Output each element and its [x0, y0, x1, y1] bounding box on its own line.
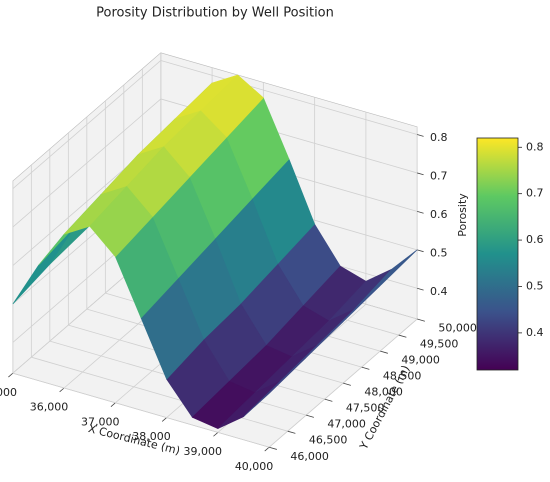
tick-mark — [269, 446, 277, 450]
colorbar-label: Porosity — [456, 193, 469, 237]
x-tick-label: 39,000 — [184, 445, 223, 458]
y-tick-label: 49,500 — [420, 338, 459, 351]
y-tick-label: 47,000 — [327, 418, 366, 431]
tick-mark — [417, 287, 424, 291]
tick-mark — [417, 318, 425, 322]
y-tick-label: 47,500 — [346, 402, 385, 415]
y-tick-label: 48,500 — [383, 370, 422, 383]
colorbar-tick-label: 0.7 — [526, 187, 544, 200]
tick-mark — [343, 382, 351, 386]
tick-mark — [398, 334, 407, 338]
tick-mark — [417, 210, 424, 214]
surface-patch — [243, 357, 307, 417]
x-tick-label: 36,000 — [30, 401, 69, 414]
tick-mark — [264, 446, 270, 452]
tick-mark — [287, 430, 296, 434]
chart-title: Porosity Distribution by Well Position — [96, 6, 334, 21]
colorbar: 0.4 0.5 0.6 0.7 0.8 Porosity — [456, 137, 544, 371]
tick-mark — [324, 398, 333, 402]
colorbar-tick-label: 0.8 — [526, 140, 544, 153]
x-tick-label: 37,000 — [81, 415, 120, 428]
tick-mark — [8, 372, 14, 378]
y-tick-label: 48,000 — [364, 386, 403, 399]
tick-mark — [213, 432, 219, 437]
z-tick-label: 0.5 — [430, 247, 448, 260]
tick-mark — [59, 387, 65, 393]
colorbar-tick-label: 0.5 — [526, 279, 544, 292]
grid-line — [160, 60, 418, 135]
tick-mark — [417, 249, 424, 253]
colorbar-tick-label: 0.4 — [526, 326, 544, 339]
colorbar-tick-label: 0.6 — [526, 233, 544, 246]
colorbar-gradient — [476, 137, 519, 371]
grid-line — [12, 98, 162, 228]
tick-mark — [110, 402, 116, 407]
grid-line — [12, 60, 162, 189]
z-tick-label: 0.4 — [430, 285, 448, 298]
y-tick-label: 46,500 — [309, 434, 348, 447]
tick-mark — [417, 172, 424, 176]
grid-line — [31, 356, 288, 432]
x-tick-label: 40,000 — [235, 460, 274, 473]
grid-line — [12, 372, 270, 448]
y-tick-label: 50,000 — [438, 322, 477, 335]
tick-mark — [380, 350, 388, 354]
z-tick-label: 0.7 — [430, 170, 448, 183]
tick-mark — [417, 134, 424, 137]
surface-patch — [89, 186, 153, 258]
y-tick-label: 46,000 — [290, 450, 329, 463]
x-tick-label: 38,000 — [132, 430, 171, 443]
z-tick-label: 0.8 — [430, 131, 448, 144]
tick-mark — [161, 417, 167, 422]
x-tick-label: 35,000 — [0, 386, 17, 399]
surface — [12, 74, 418, 429]
y-tick-label: 49,000 — [401, 354, 440, 367]
tick-mark — [361, 366, 370, 370]
tick-mark — [306, 414, 314, 418]
z-tick-label: 0.6 — [430, 208, 448, 221]
